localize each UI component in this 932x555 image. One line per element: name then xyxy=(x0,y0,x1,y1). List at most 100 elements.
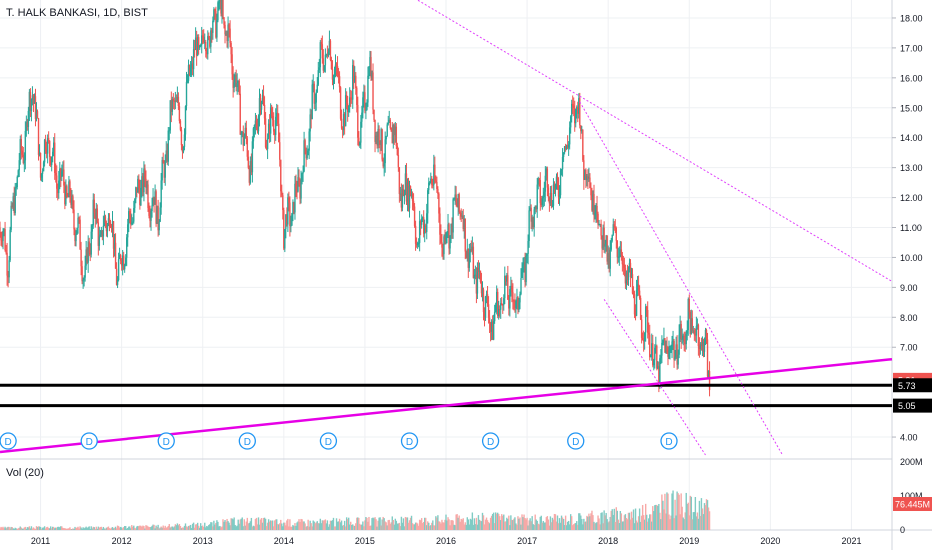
candle-body xyxy=(209,37,211,47)
candle-body xyxy=(396,145,399,156)
candle-body xyxy=(658,366,660,386)
candle-body xyxy=(224,24,226,35)
volume-bar xyxy=(552,519,555,530)
candle-body xyxy=(127,224,129,238)
candle-body xyxy=(524,262,526,283)
candle-body xyxy=(622,264,625,266)
candle-body xyxy=(664,338,666,353)
volume-bar xyxy=(445,514,447,530)
volume-bar xyxy=(73,529,75,530)
candle-body xyxy=(115,268,118,285)
candle-body xyxy=(306,155,308,159)
candle-body xyxy=(565,145,568,149)
candle-body xyxy=(180,129,183,146)
candle-body xyxy=(304,140,306,149)
candle-body xyxy=(223,17,225,25)
volume-bar xyxy=(415,522,418,530)
candle-body xyxy=(621,255,624,265)
volume-bar xyxy=(355,523,357,530)
candle-body xyxy=(149,215,151,221)
volume-bar xyxy=(499,516,501,530)
candle-body xyxy=(486,294,489,305)
candle-body xyxy=(324,54,327,66)
volume-bar xyxy=(296,522,298,530)
volume-bar xyxy=(471,512,474,530)
volume-bar xyxy=(244,525,246,530)
candle-body xyxy=(694,334,697,336)
candle-body xyxy=(13,196,15,214)
candle-body xyxy=(0,236,2,241)
volume-bar xyxy=(360,525,362,530)
candle-body xyxy=(371,72,373,78)
candle-body xyxy=(282,195,284,211)
x-tick-label: 2012 xyxy=(112,536,132,546)
volume-bar xyxy=(6,527,8,530)
candle-body xyxy=(641,337,644,341)
volume-bar xyxy=(698,500,701,530)
candle-body xyxy=(638,290,641,299)
candle-body xyxy=(412,200,415,207)
volume-bar xyxy=(142,525,144,530)
volume-bar xyxy=(116,525,119,530)
candle-body xyxy=(298,177,300,185)
candle-body xyxy=(345,95,348,104)
x-tick-label: 2021 xyxy=(841,536,861,546)
candle-body xyxy=(470,249,473,251)
candle-body xyxy=(354,75,356,83)
candle-body xyxy=(339,87,342,119)
candle-body xyxy=(580,125,582,132)
volume-bar xyxy=(56,527,58,530)
volume-bar xyxy=(66,528,68,530)
volume-bar xyxy=(385,522,387,530)
volume-bar xyxy=(137,525,139,530)
candle-body xyxy=(330,59,333,70)
candle-body xyxy=(184,106,187,135)
volume-bar xyxy=(475,517,478,530)
candle-body xyxy=(1,240,3,242)
candle-body xyxy=(651,343,653,356)
volume-bar xyxy=(120,527,123,530)
volume-bar xyxy=(253,526,256,530)
volume-bar xyxy=(24,526,27,530)
dividend-marker xyxy=(319,432,338,450)
volume-bar xyxy=(293,526,295,530)
volume-bar xyxy=(306,525,308,530)
volume-bar xyxy=(55,527,57,530)
volume-bar xyxy=(451,520,453,530)
volume-bar xyxy=(315,522,317,530)
candle-body xyxy=(647,309,649,333)
volume-bar xyxy=(363,526,365,530)
candle-body xyxy=(118,255,121,259)
volume-bar xyxy=(170,526,173,530)
volume-bar xyxy=(516,524,518,530)
candle-body xyxy=(320,42,323,45)
candle-body xyxy=(254,120,257,125)
candle-body xyxy=(16,176,18,188)
volume-bar xyxy=(548,525,551,530)
volume-bar xyxy=(465,524,467,530)
candle-body xyxy=(311,84,313,120)
volume-bar xyxy=(665,513,667,530)
volume-bar xyxy=(92,526,94,530)
volume-bar xyxy=(601,512,603,530)
volume-bar xyxy=(488,523,491,530)
candle-body xyxy=(586,176,588,181)
candle-body xyxy=(314,102,316,104)
volume-bar xyxy=(354,525,356,530)
candle-body xyxy=(161,160,163,181)
volume-bar xyxy=(322,520,325,530)
candle-body xyxy=(72,196,74,210)
volume-bar xyxy=(359,523,361,530)
candle-body xyxy=(471,246,474,251)
candle-body xyxy=(421,217,424,219)
volume-bar xyxy=(501,514,503,530)
volume-bar xyxy=(81,528,83,530)
volume-bar xyxy=(683,519,685,530)
candle-body xyxy=(104,216,107,224)
volume-bar xyxy=(368,516,370,530)
candle-body xyxy=(64,185,66,205)
candle-body xyxy=(561,156,564,170)
volume-bar xyxy=(655,504,657,530)
